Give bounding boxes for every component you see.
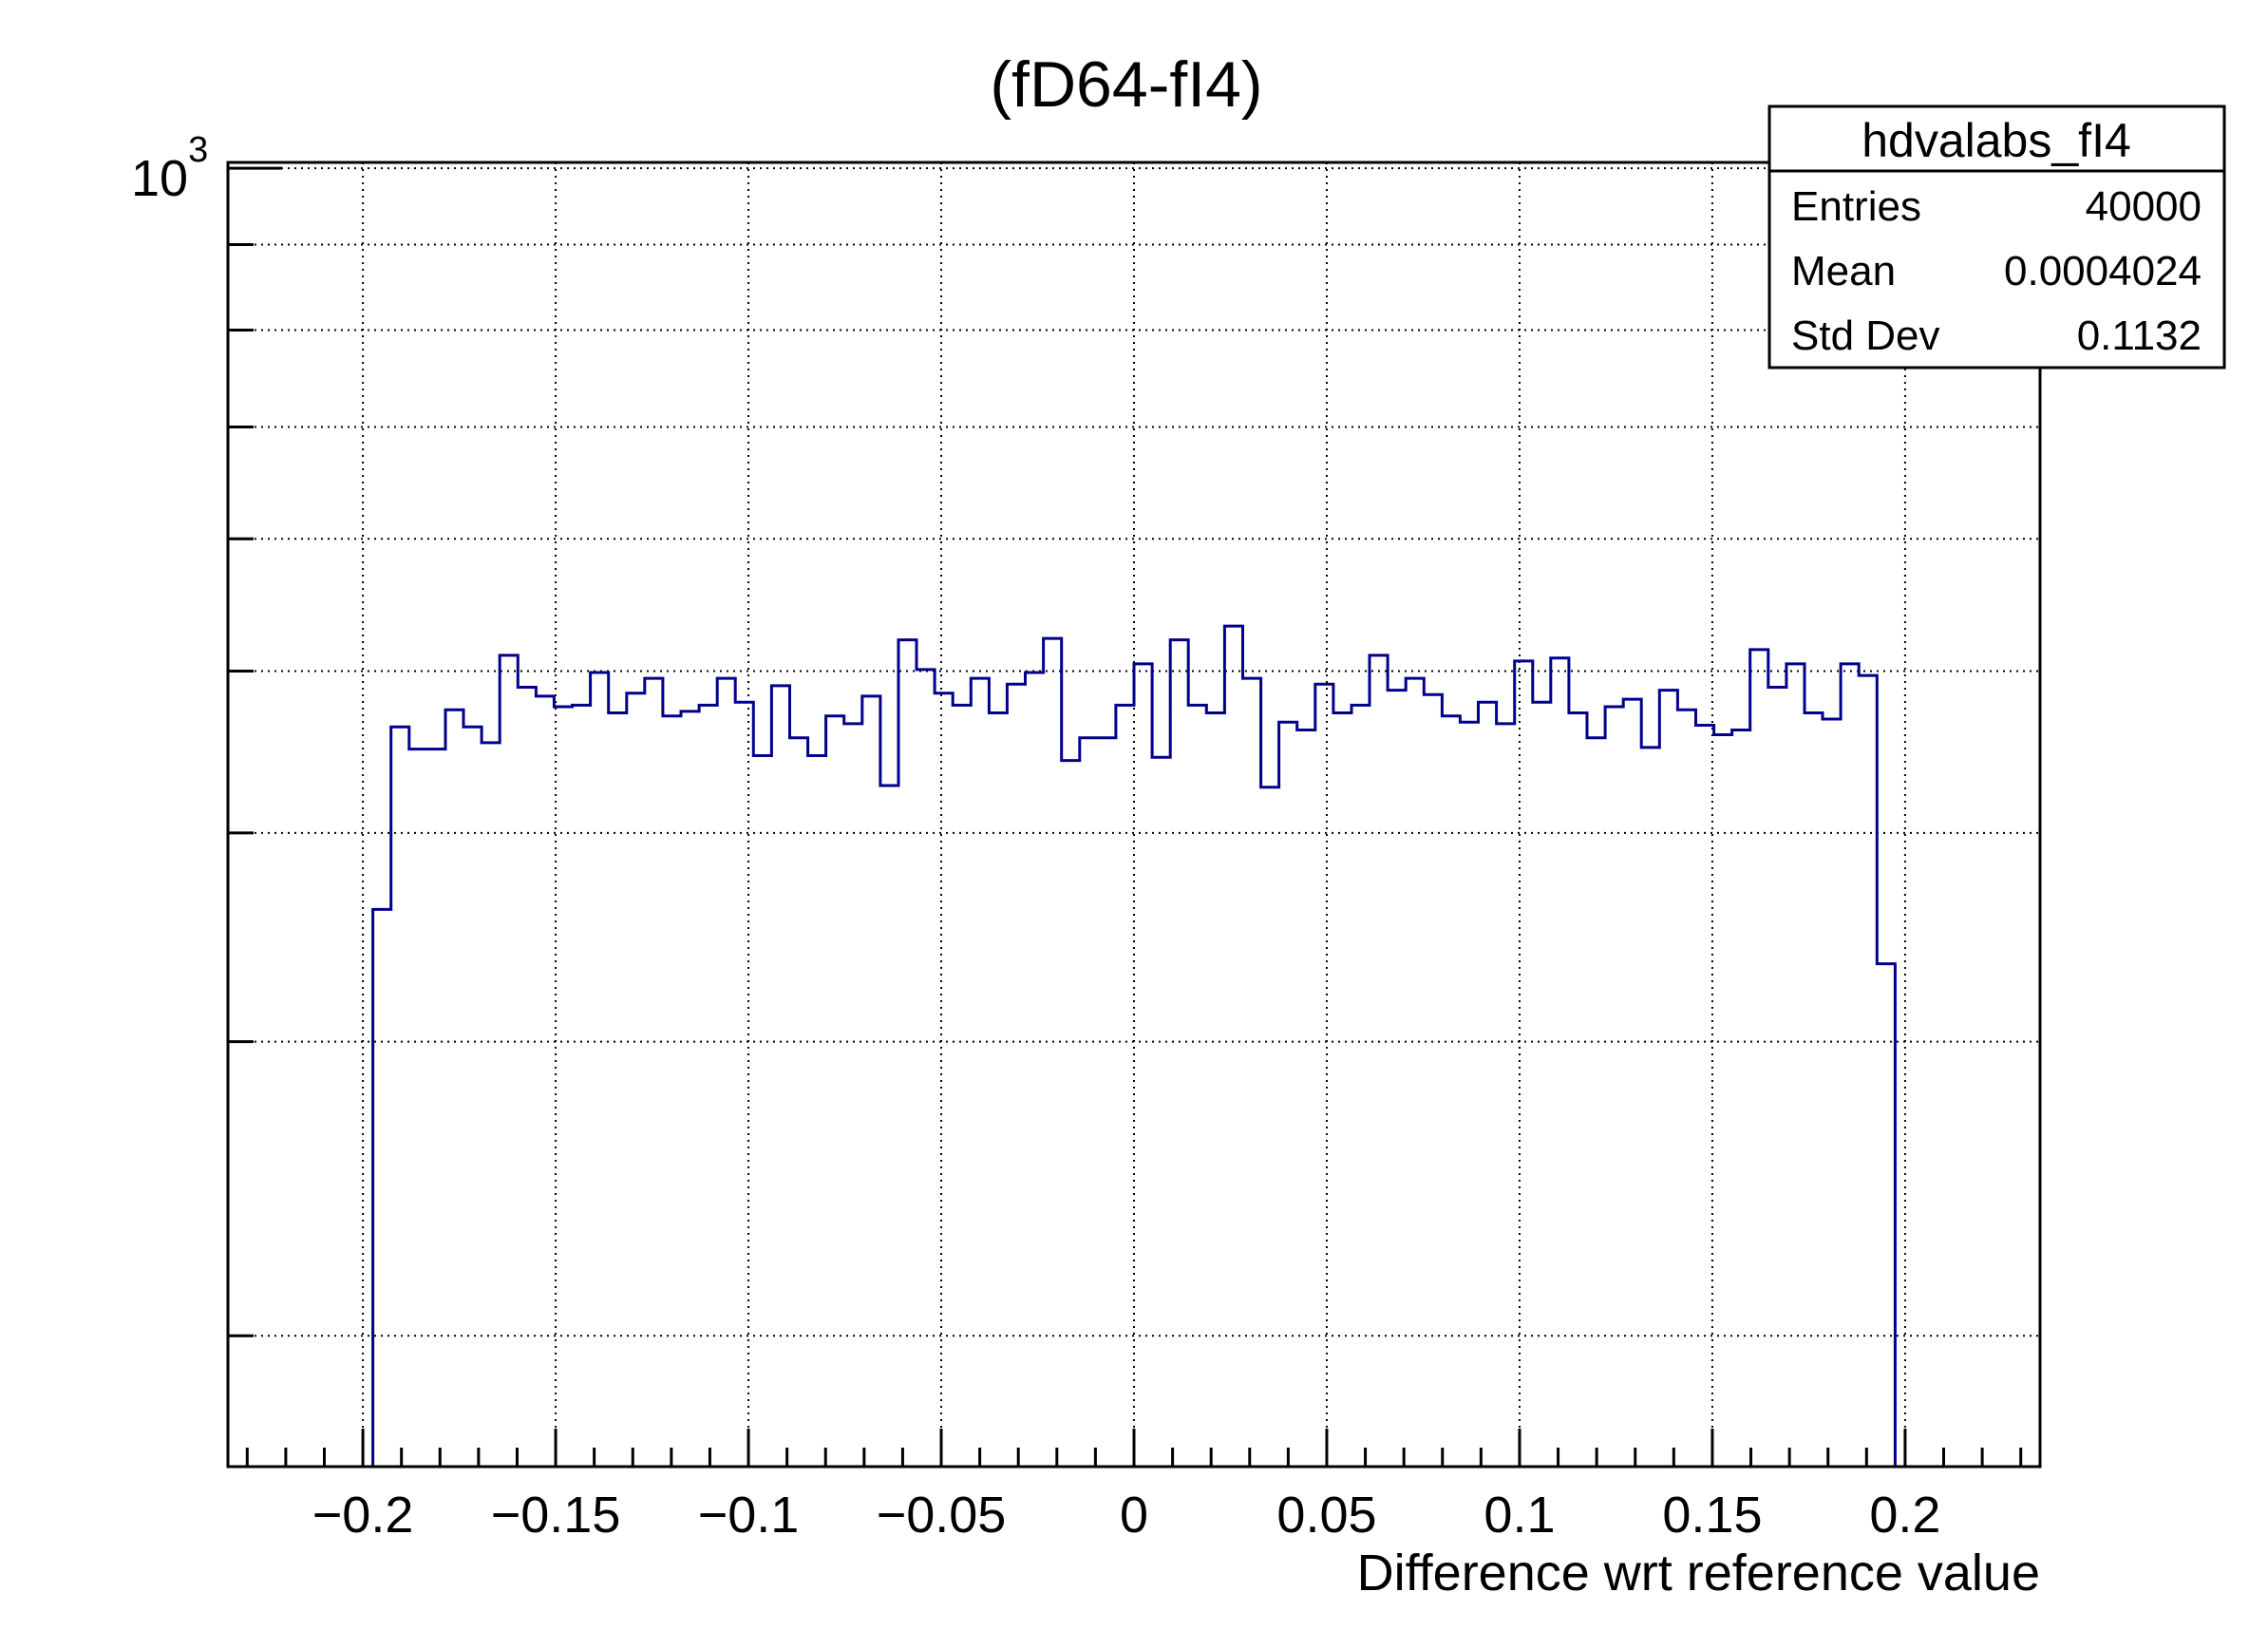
x-tick-label: 0.2 [1869,1487,1940,1544]
stats-stddev-label: Std Dev [1791,313,1940,359]
x-axis-title: Difference wrt reference value [1357,1545,2040,1602]
stats-mean-value: 0.0004024 [2004,248,2202,294]
y-axis-power-label: 103 [131,130,208,207]
stats-mean-label: Mean [1791,248,1896,294]
x-tick-labels: −0.2 −0.15 −0.1 −0.05 0 0.05 0.1 0.15 0.2 [312,1487,1941,1544]
x-tick-label: −0.05 [877,1487,1007,1544]
y-power-exponent: 3 [188,130,208,170]
x-tick-label: 0 [1120,1487,1148,1544]
stats-stddev-value: 0.1132 [2077,313,2202,359]
stats-box-title: hdvalabs_fI4 [1862,114,2131,167]
stats-box-border [1767,104,2226,370]
x-tick-label: −0.2 [312,1487,414,1544]
histogram-line [371,624,1897,1467]
x-tick-label: 0.1 [1484,1487,1555,1544]
x-tick-label: 0.05 [1276,1487,1376,1544]
x-tick-label: 0.15 [1662,1487,1762,1544]
stats-entries-label: Entries [1791,183,1921,230]
stats-entries-value: 40000 [2086,183,2202,230]
x-tick-label: −0.15 [491,1487,621,1544]
stats-box: hdvalabs_fI4 Entries 40000 Mean 0.000402… [1767,104,2226,370]
tick-layer [228,166,2023,1467]
plot-title: (fD64-fI4) [990,48,1262,121]
histogram-layer [371,624,1897,1467]
x-tick-label: −0.1 [698,1487,800,1544]
y-power-base: 10 [131,150,188,207]
